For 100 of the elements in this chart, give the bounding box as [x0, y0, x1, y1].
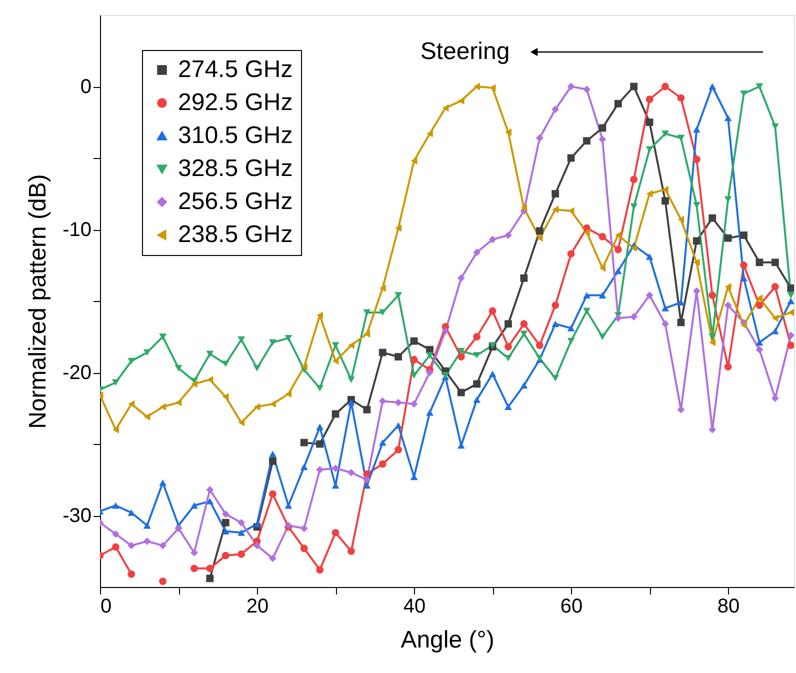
point — [160, 403, 166, 411]
point — [693, 258, 700, 266]
point — [332, 342, 340, 349]
y-tick-label: -10 — [62, 219, 92, 241]
point — [457, 388, 465, 396]
point — [144, 413, 150, 421]
point — [724, 282, 732, 290]
point — [788, 308, 794, 316]
point — [174, 365, 182, 372]
point — [552, 206, 559, 214]
point — [174, 524, 182, 532]
point — [426, 352, 434, 359]
point — [300, 524, 308, 532]
legend-label: 328.5 GHz — [178, 155, 293, 182]
point — [112, 543, 120, 551]
point — [442, 104, 449, 112]
point — [488, 236, 496, 244]
point — [662, 130, 669, 137]
point — [206, 350, 214, 358]
point — [300, 544, 308, 552]
point — [190, 548, 198, 556]
point — [394, 353, 402, 360]
point — [771, 283, 779, 290]
point — [253, 365, 261, 372]
point — [630, 82, 638, 90]
point — [238, 518, 246, 526]
point — [614, 232, 622, 239]
point — [614, 268, 622, 274]
point — [269, 450, 276, 458]
point — [772, 314, 778, 322]
point — [410, 356, 418, 364]
point — [677, 318, 685, 326]
point — [190, 502, 198, 509]
point — [238, 550, 246, 558]
y-tick-label: -20 — [62, 362, 92, 384]
point — [567, 324, 575, 332]
point — [724, 196, 732, 203]
point — [504, 354, 512, 362]
point — [583, 292, 590, 298]
point — [348, 468, 355, 476]
point — [488, 307, 496, 315]
point — [159, 334, 167, 340]
point — [222, 360, 230, 368]
point — [112, 502, 120, 509]
annotation: Steering — [420, 38, 510, 65]
point — [112, 379, 120, 386]
point — [520, 274, 528, 282]
point — [662, 186, 668, 194]
point — [128, 358, 136, 364]
point — [316, 566, 324, 574]
legend-label: 238.5 GHz — [178, 221, 293, 248]
point — [457, 348, 465, 354]
point — [159, 479, 167, 486]
point — [630, 176, 638, 184]
point — [630, 203, 638, 210]
point — [708, 214, 716, 222]
point — [112, 426, 119, 434]
point — [692, 126, 700, 133]
y-tick-label: -30 — [62, 505, 92, 527]
point — [253, 542, 261, 550]
point — [708, 292, 716, 299]
point — [709, 338, 716, 346]
point — [488, 370, 496, 378]
point — [756, 346, 764, 354]
point — [300, 363, 308, 370]
point — [598, 292, 606, 298]
point — [316, 385, 324, 392]
point — [332, 528, 340, 536]
point — [457, 274, 465, 282]
legend-label: 256.5 GHz — [178, 188, 293, 215]
point — [363, 470, 371, 478]
point — [458, 97, 464, 105]
point — [787, 342, 794, 350]
legend-label: 274.5 GHz — [178, 56, 293, 83]
point — [599, 264, 606, 272]
point — [332, 357, 339, 365]
point — [269, 490, 276, 498]
point — [724, 363, 732, 370]
point — [724, 302, 732, 309]
point — [583, 308, 590, 314]
point — [567, 338, 575, 344]
point — [316, 312, 324, 320]
point — [677, 134, 685, 142]
point — [222, 518, 230, 526]
point — [552, 190, 560, 198]
point — [348, 399, 355, 406]
point — [520, 330, 528, 338]
point — [269, 339, 276, 346]
point — [253, 520, 261, 528]
y-axis-title: Normalized pattern (dB) — [24, 174, 52, 429]
point — [473, 396, 481, 403]
point — [378, 460, 386, 468]
point — [363, 309, 371, 316]
point — [128, 542, 136, 550]
point — [222, 528, 230, 534]
point — [238, 529, 246, 536]
point — [520, 320, 528, 328]
legend-label: 292.5 GHz — [178, 89, 293, 116]
point — [112, 530, 120, 538]
point — [724, 114, 732, 122]
